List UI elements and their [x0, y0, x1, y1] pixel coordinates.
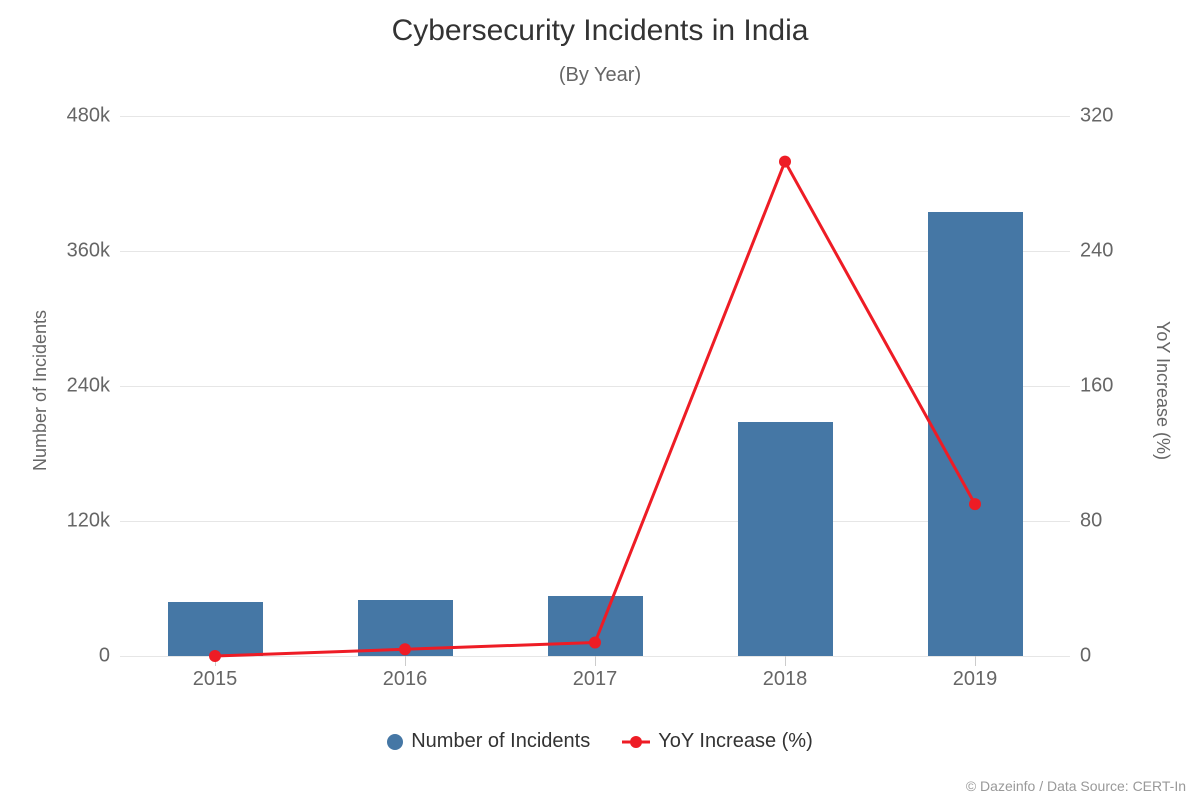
y-axis-left-title: Number of Incidents	[30, 310, 51, 471]
line-series[interactable]	[215, 162, 975, 656]
legend-label: YoY Increase (%)	[658, 730, 813, 753]
y-right-tick-label: 320	[1080, 105, 1113, 128]
legend: Number of Incidents YoY Increase (%)	[0, 730, 1200, 753]
x-tick-label: 2015	[193, 668, 238, 691]
y-left-tick-label: 240k	[67, 375, 110, 398]
chart-subtitle: (By Year)	[0, 64, 1200, 87]
legend-item[interactable]: YoY Increase (%)	[622, 730, 813, 753]
x-tick-mark	[215, 656, 216, 666]
bar[interactable]	[168, 602, 263, 656]
chart-container: Cybersecurity Incidents in India (By Yea…	[0, 0, 1200, 800]
y-axis-right-title: YoY Increase (%)	[1152, 321, 1173, 460]
x-tick-label: 2016	[383, 668, 428, 691]
bar[interactable]	[738, 422, 833, 656]
y-right-tick-label: 80	[1080, 510, 1102, 533]
bar[interactable]	[928, 212, 1023, 656]
x-tick-mark	[975, 656, 976, 666]
x-tick-mark	[405, 656, 406, 666]
legend-swatch-line	[622, 734, 650, 750]
bar[interactable]	[358, 600, 453, 656]
y-left-tick-label: 120k	[67, 510, 110, 533]
y-right-tick-label: 160	[1080, 375, 1113, 398]
legend-label: Number of Incidents	[411, 730, 590, 753]
chart-title: Cybersecurity Incidents in India	[0, 14, 1200, 48]
x-tick-mark	[595, 656, 596, 666]
plot-area: 0120k240k360k480k08016024032020152016201…	[120, 116, 1070, 656]
legend-swatch-bar	[387, 734, 403, 750]
line-marker[interactable]	[779, 156, 791, 168]
y-left-tick-label: 480k	[67, 105, 110, 128]
x-tick-label: 2017	[573, 668, 618, 691]
bar[interactable]	[548, 596, 643, 656]
credits: © Dazeinfo / Data Source: CERT-In	[966, 778, 1186, 794]
y-right-tick-label: 240	[1080, 240, 1113, 263]
y-left-tick-label: 0	[99, 645, 110, 668]
x-tick-label: 2019	[953, 668, 998, 691]
legend-item[interactable]: Number of Incidents	[387, 730, 590, 753]
y-left-tick-label: 360k	[67, 240, 110, 263]
x-tick-mark	[785, 656, 786, 666]
y-right-tick-label: 0	[1080, 645, 1091, 668]
x-tick-label: 2018	[763, 668, 808, 691]
grid-line	[120, 116, 1070, 117]
